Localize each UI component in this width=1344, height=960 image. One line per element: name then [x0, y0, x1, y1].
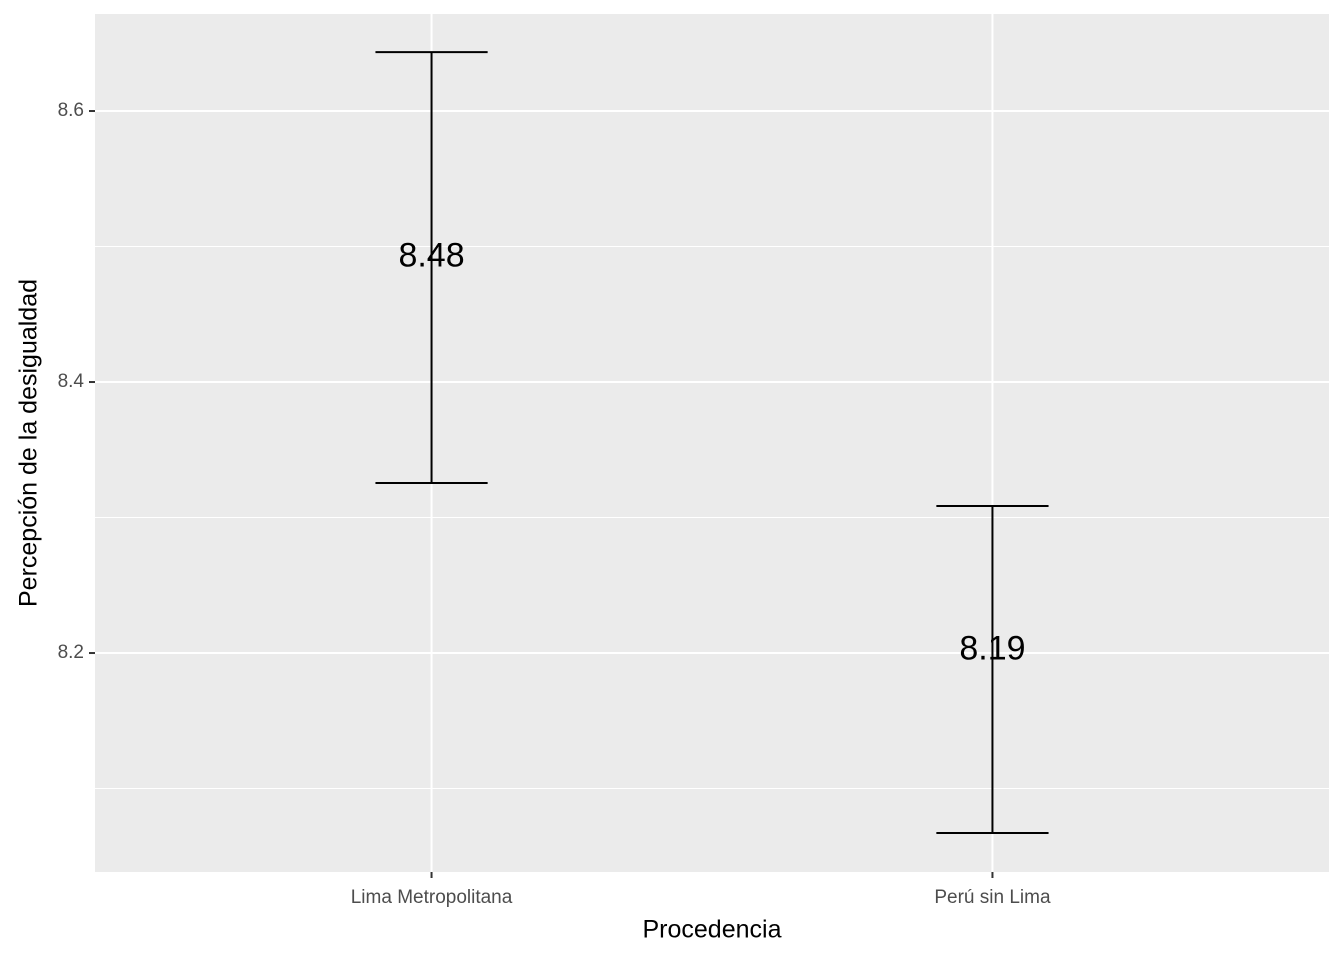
x-tick-label: Perú sin Lima [934, 887, 1051, 908]
data-label: 8.48 [398, 237, 464, 275]
data-label: 8.19 [959, 630, 1025, 668]
y-tick-label: 8.6 [58, 100, 84, 121]
y-tick-label: 8.2 [58, 642, 84, 663]
x-axis-title: Procedencia [643, 916, 782, 944]
y-tick-label: 8.4 [58, 371, 85, 392]
x-tick-label: Lima Metropolitana [351, 887, 513, 908]
panel [95, 14, 1329, 872]
y-axis-title: Percepción de la desigualdad [15, 279, 43, 607]
